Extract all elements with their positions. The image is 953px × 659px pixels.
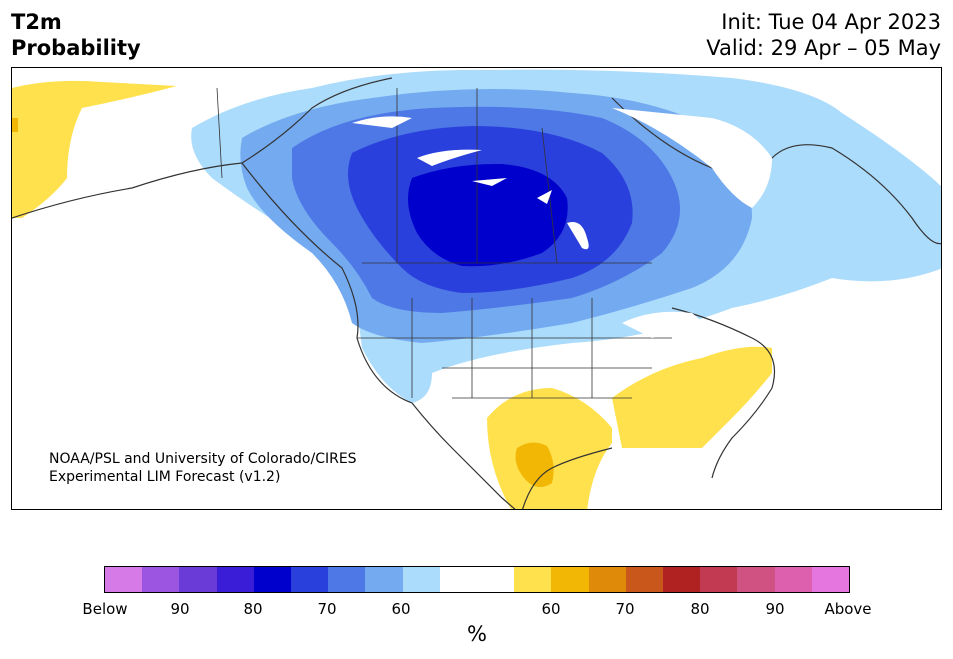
colorbar-swatch	[811, 567, 850, 592]
tick-60-warm: 60	[541, 600, 561, 618]
colorbar-swatch	[328, 567, 366, 592]
lakes	[352, 108, 772, 343]
colorbar-swatch	[142, 567, 180, 592]
title-line-2: Probability	[11, 36, 141, 60]
colorbar-swatch	[663, 567, 701, 592]
colorbar-swatch	[514, 567, 552, 592]
colorbar	[104, 566, 850, 593]
colorbar-swatch	[216, 567, 254, 592]
credit-line-1: NOAA/PSL and University of Colorado/CIRE…	[49, 451, 357, 467]
colorbar-swatch	[737, 567, 775, 592]
tick-80-cold: 80	[243, 600, 263, 618]
colorbar-swatch	[105, 567, 143, 592]
map-title: T2m Probability	[11, 9, 141, 61]
colorbar-swatch	[774, 567, 812, 592]
tick-70-warm: 70	[615, 600, 635, 618]
warm-60-mexico	[487, 388, 612, 509]
credit-text: NOAA/PSL and University of Colorado/CIRE…	[49, 450, 357, 486]
colorbar-swatch	[439, 567, 478, 592]
tick-90-cold: 90	[170, 600, 190, 618]
warm-60-southeast	[612, 346, 772, 448]
forecast-info: Init: Tue 04 Apr 2023 Valid: 29 Apr – 05…	[706, 9, 941, 61]
tick-60-cold: 60	[391, 600, 411, 618]
colorbar-swatch	[588, 567, 626, 592]
alaska-warm-spot	[12, 118, 18, 132]
colorbar-swatch	[402, 567, 440, 592]
colorbar-swatch	[625, 567, 664, 592]
credit-line-2: Experimental LIM Forecast (v1.2)	[49, 469, 281, 485]
cold-core-region	[408, 163, 568, 267]
colorbar-swatch	[365, 567, 403, 592]
tick-70-cold: 70	[317, 600, 337, 618]
colorbar-swatch	[551, 567, 589, 592]
colorbar-swatch	[700, 567, 738, 592]
title-line-1: T2m	[11, 10, 62, 34]
tick-80-warm: 80	[690, 600, 710, 618]
tick-90-warm: 90	[765, 600, 785, 618]
map-canvas	[12, 69, 941, 509]
colorbar-swatch	[291, 567, 329, 592]
valid-range: Valid: 29 Apr – 05 May	[706, 36, 941, 60]
colorbar-swatch	[253, 567, 292, 592]
colorbar-swatch	[477, 567, 515, 592]
tick-below: Below	[82, 600, 128, 618]
colorbar-unit: %	[467, 622, 487, 646]
colorbar-swatch	[179, 567, 217, 592]
probability-map: NOAA/PSL and University of Colorado/CIRE…	[11, 67, 942, 510]
warm-70-mexico	[515, 442, 554, 487]
coastlines	[12, 77, 941, 509]
init-date: Init: Tue 04 Apr 2023	[721, 10, 941, 34]
alaska-warm-region	[12, 80, 177, 218]
tick-above: Above	[824, 600, 872, 618]
